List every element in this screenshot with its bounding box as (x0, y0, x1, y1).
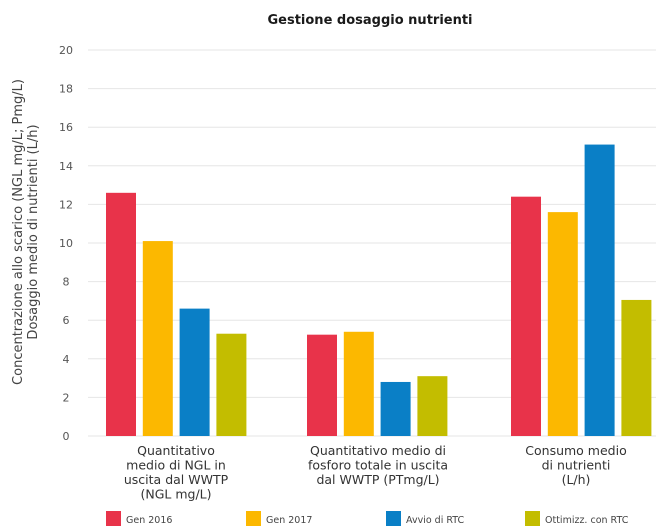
legend-item: Ottimizz. con RTC (525, 511, 629, 526)
bar (216, 333, 247, 436)
bar (547, 212, 578, 436)
x-category-label-line: Quantitativo medio di (310, 443, 446, 458)
y-tick-label: 0 (63, 430, 70, 443)
x-category-label-line: Consumo medio (525, 443, 626, 458)
y-axis-label-line-2: Dosaggio medio di nutrienti (L/h) (26, 124, 41, 339)
legend-swatch (525, 511, 540, 526)
legend-label: Ottimizz. con RTC (545, 515, 629, 526)
bar (179, 308, 210, 436)
chart-title: Gestione dosaggio nutrienti (267, 13, 472, 28)
legend: Gen 2016 Gen 2017 Avvio di RTC Ottimizz. co… (106, 511, 629, 526)
bar (511, 196, 541, 436)
y-tick-label: 10 (59, 237, 73, 250)
legend-item: Gen 2017 (246, 511, 312, 526)
x-category-label-line: fosforo totale in uscita (308, 458, 448, 473)
bar (584, 144, 615, 436)
bar (343, 331, 374, 436)
bar (621, 299, 652, 436)
y-tick-label: 2 (63, 391, 70, 404)
legend-label: Gen 2016 (126, 515, 172, 526)
legend-swatch (246, 511, 261, 526)
y-tick-label: 16 (59, 121, 73, 134)
legend-label: Gen 2017 (266, 515, 312, 526)
y-tick-label: 12 (59, 198, 73, 211)
y-axis-label: Concentrazione allo scarico (NGL mg/L; P… (11, 79, 41, 385)
x-category-label-line: uscita dal WWTP (124, 472, 229, 487)
legend-swatch (106, 511, 121, 526)
y-tick-label: 8 (63, 276, 70, 289)
bar (380, 381, 411, 436)
legend-label: Avvio di RTC (406, 515, 465, 526)
x-category-label-line: dal WWTP (PTmg/L) (316, 472, 439, 487)
x-category-label-line: medio di NGL in (126, 458, 226, 473)
y-axis-label-line-1: Concentrazione allo scarico (NGL mg/L; P… (11, 79, 26, 385)
bar (106, 192, 136, 436)
y-tick-label: 14 (59, 160, 73, 173)
y-axis-ticks: 0 2 4 6 8 10 12 14 16 18 20 (59, 44, 73, 443)
bar (417, 376, 448, 436)
y-tick-label: 20 (59, 44, 73, 57)
legend-swatch (386, 511, 401, 526)
x-category-label-line: (L/h) (562, 472, 591, 487)
bar (142, 241, 173, 436)
y-tick-label: 4 (63, 353, 70, 366)
legend-item: Gen 2016 (106, 511, 172, 526)
bar (307, 334, 337, 436)
y-tick-label: 6 (63, 314, 70, 327)
bars (106, 144, 652, 436)
x-category-label-line: di nutrienti (542, 458, 611, 473)
x-category-label-line: Quantitativo (137, 443, 215, 458)
y-tick-label: 18 (59, 83, 73, 96)
x-category-label-line: (NGL mg/L) (140, 487, 211, 502)
legend-item: Avvio di RTC (386, 511, 465, 526)
